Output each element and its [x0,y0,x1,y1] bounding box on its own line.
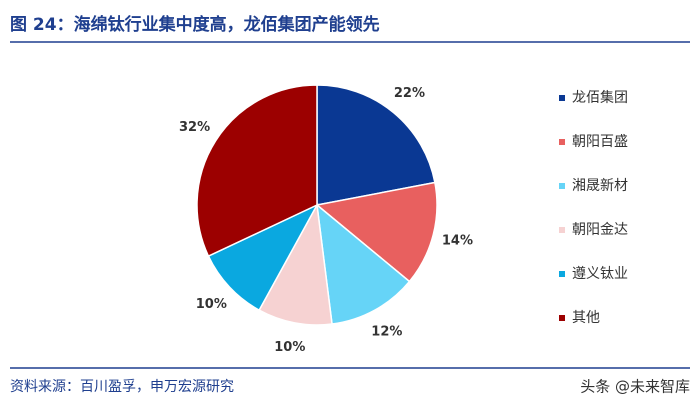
legend-swatch [559,139,565,145]
legend-swatch [559,227,565,233]
legend-label: 其他 [572,310,600,326]
pie-slice [316,203,411,325]
data-label: 12% [371,325,402,340]
pie-slice [196,84,318,258]
legend-label: 遵义钛业 [572,265,628,282]
legend-swatch [559,315,565,321]
data-label: 32% [179,120,210,135]
watermark: 头条 @未来智库 [580,378,690,396]
chart-title: 图 24：海绵钛行业集中度高，龙佰集团产能领先 [10,14,380,35]
legend-swatch [559,271,565,277]
legend-label: 朝阳百盛 [572,134,628,150]
legend-label: 湘晟新材 [572,178,628,194]
legend-swatch [559,95,565,101]
data-label: 10% [274,340,305,355]
data-label: 14% [442,234,473,249]
data-label: 22% [394,86,425,101]
pie-slice [207,203,319,312]
pie-slice [316,84,436,206]
legend-label: 龙佰集团 [572,89,628,106]
data-label: 10% [196,297,227,312]
pie-slice [258,202,333,326]
legend-swatch [559,183,565,189]
source: 资料来源：百川盈孚，申万宏源研究 [10,379,234,395]
pie-slice [315,181,438,283]
legend-label: 朝阳金达 [572,222,628,238]
